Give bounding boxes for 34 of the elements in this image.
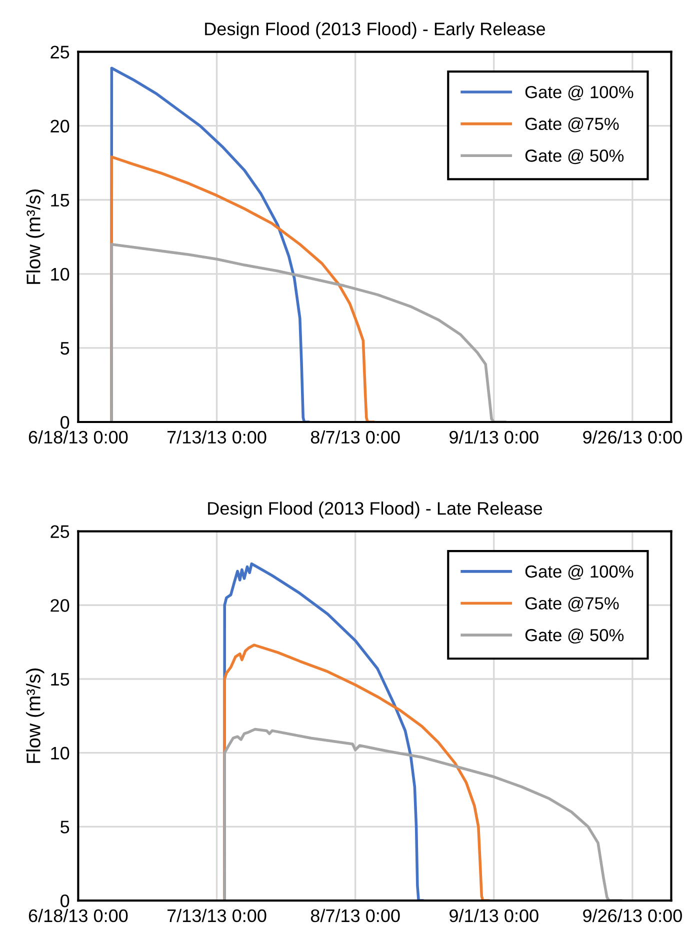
x-tick-label: 9/1/13 0:00 [450, 908, 538, 922]
line-series [223, 728, 622, 901]
legend-label: Gate @ 50% [525, 149, 624, 164]
y-axis-title: Flow (m³/s) [26, 190, 44, 284]
y-tick-label: 5 [60, 342, 70, 355]
x-tick-label: 9/1/13 0:00 [450, 430, 538, 444]
y-tick-label: 20 [50, 120, 70, 133]
x-tick-label: 9/26/13 0:00 [583, 430, 682, 444]
y-tick-label: 25 [50, 525, 70, 538]
legend-label: Gate @75% [525, 596, 619, 612]
legend-label: Gate @ 100% [525, 564, 634, 580]
line-series [110, 242, 506, 422]
y-tick-label: 0 [60, 894, 70, 908]
x-tick-label: 9/26/13 0:00 [583, 908, 682, 922]
legend-label: Gate @ 50% [525, 628, 624, 644]
x-tick-label: 6/18/13 0:00 [28, 430, 128, 444]
y-tick-label: 15 [51, 194, 70, 207]
legend-label: Gate @ 100% [525, 85, 634, 100]
chart-title: Design Flood (2013 Flood) - Late Release [208, 502, 542, 518]
x-tick-label: 7/13/13 0:00 [167, 430, 266, 444]
y-tick-label: 10 [51, 268, 70, 281]
x-tick-label: 7/13/13 0:00 [167, 908, 266, 922]
y-tick-label: 0 [60, 416, 70, 429]
y-tick-label: 10 [51, 746, 70, 760]
legend-label: Gate @75% [525, 117, 619, 132]
y-axis-title: Flow (m³/s) [26, 668, 44, 763]
x-tick-label: 6/18/13 0:00 [28, 908, 128, 922]
y-tick-label: 5 [60, 820, 70, 834]
y-tick-label: 15 [51, 673, 70, 686]
y-tick-label: 25 [50, 46, 70, 59]
chart-title: Design Flood (2013 Flood) - Early Release [205, 22, 546, 39]
y-tick-label: 20 [50, 599, 70, 612]
x-tick-label: 8/7/13 0:00 [310, 430, 400, 444]
x-tick-label: 8/7/13 0:00 [310, 908, 400, 922]
